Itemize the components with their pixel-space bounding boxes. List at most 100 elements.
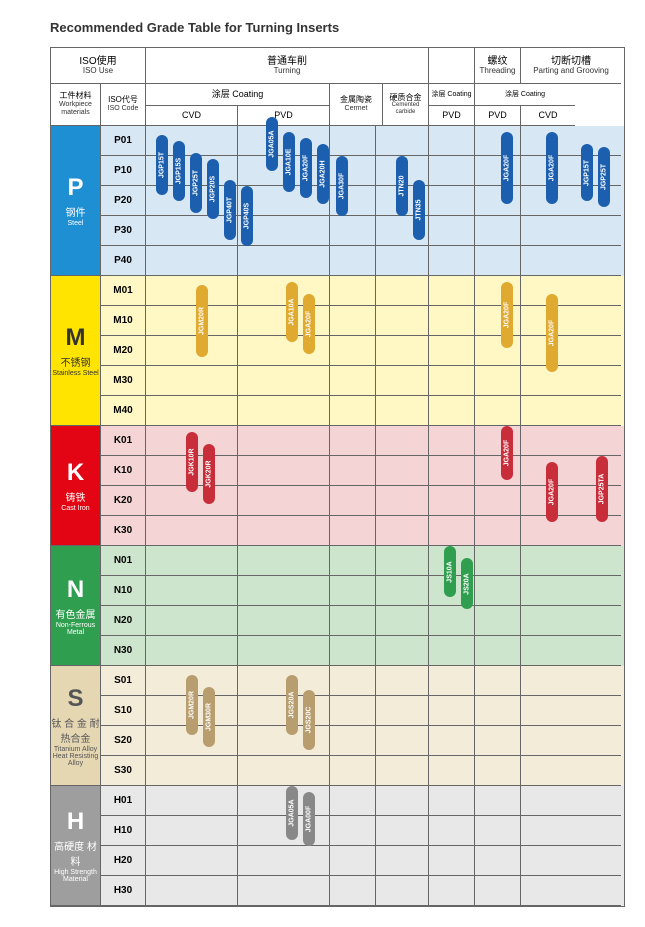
iso-code-cell: M30 [101,366,146,396]
hdr-coating2: 涂层 Coating [429,84,475,106]
grade-cell [475,396,521,426]
iso-code-cell: N10 [101,576,146,606]
grade-row: H10 [101,816,624,846]
iso-code-cell: K01 [101,426,146,456]
grade-cell [521,456,621,486]
grade-cell [475,876,521,906]
hdr-coating3-text: 涂层 Coating [505,91,545,99]
iso-code-cell: N20 [101,606,146,636]
grade-cell [238,666,330,696]
grade-cell [521,426,621,456]
grade-cell [238,336,330,366]
iso-code-cell: S10 [101,696,146,726]
grade-row: N30 [101,636,624,666]
material-section-H: H高硬度 材 料High Strength MaterialH01H10H20H… [51,786,624,906]
grade-cell [429,786,475,816]
material-cn: 钛 合 金 耐热合金 [51,715,100,745]
grade-cell [146,156,238,186]
grade-row: M10 [101,306,624,336]
grade-cell [475,216,521,246]
hdr-cemented-cn: 硬质合金 [390,94,422,103]
hdr-workpiece-cn: 工件材料 [60,92,92,101]
iso-code-cell: M10 [101,306,146,336]
grade-row: S20 [101,726,624,756]
grade-cell [330,486,376,516]
grade-cell [521,516,621,546]
grade-cell [238,636,330,666]
grade-cell [521,276,621,306]
grade-cell [376,516,429,546]
grade-cell [429,816,475,846]
grade-row: S01 [101,666,624,696]
iso-code-cell: H01 [101,786,146,816]
grade-cell [429,666,475,696]
grade-cell [146,696,238,726]
grade-row: P10 [101,156,624,186]
hdr-workpiece: 工件材料 Workpiece materials [51,84,101,126]
grade-cell [376,696,429,726]
material-en: Titanium Alloy Heat Resisting Alloy [51,746,100,767]
iso-code-cell: H20 [101,846,146,876]
grade-cell [429,546,475,576]
grade-cell [521,156,621,186]
grade-cell [146,726,238,756]
material-box-P: P钢件Steel [51,126,101,276]
grade-cell [330,366,376,396]
material-section-S: S钛 合 金 耐热合金Titanium Alloy Heat Resisting… [51,666,624,786]
hdr-cemented-span [429,48,475,84]
grade-cell [521,786,621,816]
grade-cell [146,336,238,366]
iso-code-cell: K20 [101,486,146,516]
grade-cell [330,456,376,486]
grade-cell [238,816,330,846]
grade-cell [146,756,238,786]
grade-row: S10 [101,696,624,726]
grade-cell [475,846,521,876]
grade-cell [429,756,475,786]
iso-code-cell: S01 [101,666,146,696]
grade-cell [521,666,621,696]
grade-cell [330,846,376,876]
grade-row: M40 [101,396,624,426]
grade-cell [330,216,376,246]
grade-cell [521,726,621,756]
hdr-coating2-text: 涂层 Coating [431,91,471,99]
grade-cell [475,786,521,816]
material-en: Stainless Steel [52,370,98,377]
grade-cell [376,426,429,456]
material-cn: 高硬度 材 料 [51,838,100,868]
grade-cell [238,126,330,156]
grade-cell [429,216,475,246]
grade-cell [376,876,429,906]
grade-cell [238,426,330,456]
iso-code-cell: P20 [101,186,146,216]
grade-cell [429,336,475,366]
grade-cell [238,156,330,186]
material-box-S: S钛 合 金 耐热合金Titanium Alloy Heat Resisting… [51,666,101,786]
iso-code-cell: P10 [101,156,146,186]
grade-cell [330,126,376,156]
grade-cell [238,456,330,486]
grade-cell [521,636,621,666]
grade-cell [429,276,475,306]
grade-cell [146,876,238,906]
grade-row: P01 [101,126,624,156]
hdr-workpiece-en: Workpiece materials [51,101,100,116]
material-section-M: M不锈钢Stainless SteelM01M10M20M30M40 [51,276,624,426]
grade-cell [475,186,521,216]
grade-cell [521,396,621,426]
grade-cell [429,186,475,216]
iso-code-cell: P30 [101,216,146,246]
grade-cell [146,606,238,636]
grade-cell [238,786,330,816]
grade-cell [238,276,330,306]
hdr-pvd2: PVD [429,106,475,126]
hdr-iso-use-cn: ISO使用 [79,56,116,67]
grade-cell [521,546,621,576]
grade-cell [376,756,429,786]
grade-cell [475,816,521,846]
grade-cell [376,276,429,306]
grade-cell [376,666,429,696]
grade-cell [330,516,376,546]
grade-cell [376,336,429,366]
